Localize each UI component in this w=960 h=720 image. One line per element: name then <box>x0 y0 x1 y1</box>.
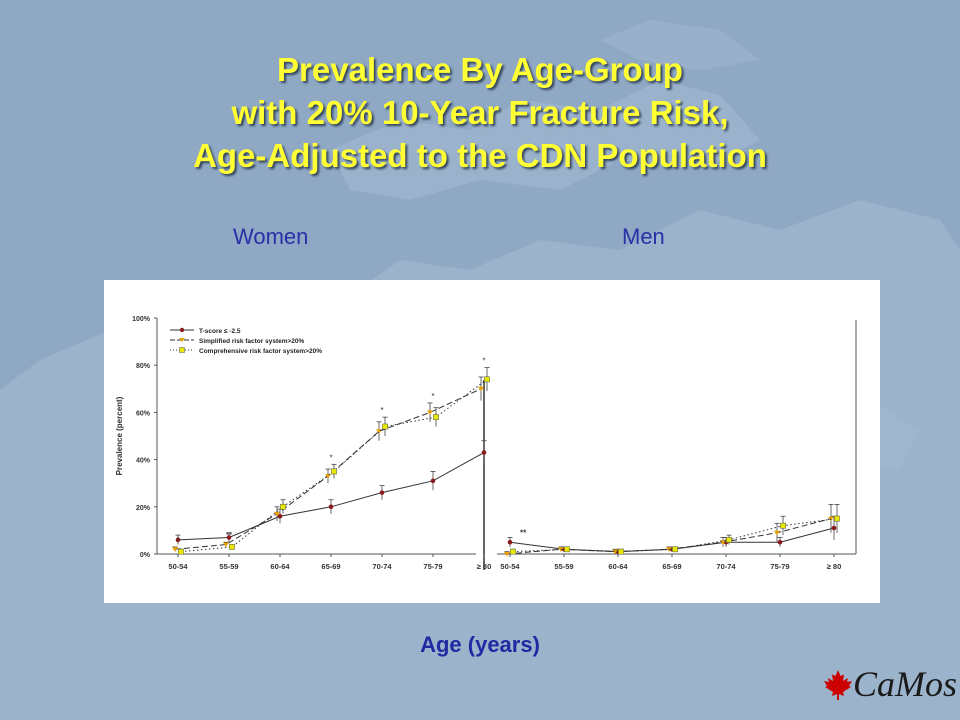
women-point-tscore <box>277 513 283 519</box>
men-x-tick-label: 50-54 <box>500 562 520 571</box>
men-point-comprehensive <box>726 536 732 543</box>
panel-label-men: Men <box>622 224 665 249</box>
panel-label-women: Women <box>233 224 309 249</box>
men-x-tick-label: 55-59 <box>554 562 573 571</box>
men-point-simplified <box>612 549 618 555</box>
women-x-tick-label: 70-74 <box>372 562 392 571</box>
women-point-comprehensive <box>280 503 286 510</box>
men-point-tscore <box>831 525 837 531</box>
women-significance-star: * <box>431 392 434 401</box>
maple-leaf-icon <box>824 670 852 700</box>
men-point-simplified <box>774 530 780 536</box>
women-point-simplified <box>172 547 178 552</box>
legend-label-tscore: T-score ≤ -2.5 <box>199 328 241 335</box>
men-x-tick-label: ≥ 80 <box>827 562 842 571</box>
title-line-1: Prevalence By Age-Group <box>277 51 683 88</box>
legend-label-simplified: Simplified risk factor system>20% <box>199 338 305 345</box>
women-series-line-0 <box>177 452 485 541</box>
camos-logo: CaMos <box>823 663 957 708</box>
women-x-tick-label: 50-54 <box>168 562 188 571</box>
men-point-tscore <box>507 539 513 545</box>
women-y-axis-label: Prevalence (percent) <box>115 396 124 475</box>
women-point-comprehensive <box>433 414 439 420</box>
men-point-comprehensive <box>672 546 678 553</box>
women-y-tick-label: 100% <box>132 316 151 323</box>
women-point-tscore <box>328 504 334 510</box>
x-axis-label: Age (years) <box>420 632 540 657</box>
men-x-tick-label: 65-69 <box>662 562 681 571</box>
women-point-simplified <box>325 474 331 479</box>
men-point-comprehensive <box>510 548 516 555</box>
women-point-simplified <box>274 511 280 517</box>
men-point-tscore <box>777 539 783 545</box>
men-point-simplified <box>828 516 834 522</box>
men-x-tick-label: 75-79 <box>770 562 789 571</box>
title-line-2: with 20% 10-Year Fracture Risk, <box>231 94 729 131</box>
women-x-tick-label: ≥ 80 <box>477 562 492 571</box>
women-x-tick-label: 65-69 <box>321 562 340 571</box>
women-point-tscore <box>379 490 385 495</box>
women-point-comprehensive <box>382 423 388 430</box>
title-line-3: Age-Adjusted to the CDN Population <box>193 137 767 174</box>
legend: T-score ≤ -2.5 Simplified risk factor sy… <box>170 327 322 355</box>
slide-title: Prevalence By Age-Group with 20% 10-Year… <box>0 48 960 177</box>
women-y-tick-label: 0% <box>140 552 151 559</box>
women-x-tick-label: 75-79 <box>423 562 442 571</box>
men-point-comprehensive <box>618 548 624 555</box>
women-significance-star: ** <box>226 531 232 540</box>
legend-marker-tscore <box>179 327 185 333</box>
men-point-comprehensive <box>780 522 786 529</box>
women-x-tick-label: 55-59 <box>219 562 238 571</box>
women-y-tick-label: 20% <box>136 505 151 512</box>
women-point-simplified <box>427 410 433 415</box>
women-point-simplified <box>478 386 484 392</box>
men-x-tick-label: 60-64 <box>608 562 628 571</box>
women-y-tick-label: 40% <box>136 458 151 465</box>
legend-label-comprehensive: Comprehensive risk factor system>20% <box>199 348 322 355</box>
women-significance-star: * <box>482 357 485 366</box>
women-point-tscore <box>430 478 436 484</box>
women-significance-star: * <box>380 406 383 415</box>
women-x-tick-label: 60-64 <box>270 562 290 571</box>
women-point-tscore <box>481 450 487 455</box>
women-point-comprehensive <box>484 376 490 383</box>
women-point-tscore <box>226 535 232 540</box>
chart-card: Prevalence (percent) T-score ≤ -2.5 Simp… <box>104 280 880 603</box>
men-point-comprehensive <box>834 515 840 522</box>
women-y-tick-label: 80% <box>136 363 151 370</box>
prevalence-chart: Prevalence (percent) T-score ≤ -2.5 Simp… <box>115 316 857 571</box>
legend-marker-comprehensive <box>179 347 185 353</box>
women-point-comprehensive <box>229 544 235 550</box>
women-point-comprehensive <box>178 548 184 555</box>
logo-text: CaMos <box>853 664 958 704</box>
men-point-simplified <box>504 552 510 557</box>
men-point-comprehensive <box>564 546 570 553</box>
women-significance-star: * <box>176 536 179 545</box>
chart-marks: 0% 20% 40% 60% 80% 100% 50-54 55-59 60-64 65-69 70… <box>132 316 841 571</box>
men-x-tick-label: 70-74 <box>716 562 736 571</box>
women-significance-star: * <box>329 453 332 462</box>
men-significance-star: ** <box>520 528 527 537</box>
women-y-tick-label: 60% <box>136 410 151 417</box>
women-point-simplified <box>223 542 229 548</box>
women-point-comprehensive <box>331 468 337 475</box>
legend-marker-simplified <box>179 338 185 342</box>
women-point-tscore <box>175 537 181 543</box>
